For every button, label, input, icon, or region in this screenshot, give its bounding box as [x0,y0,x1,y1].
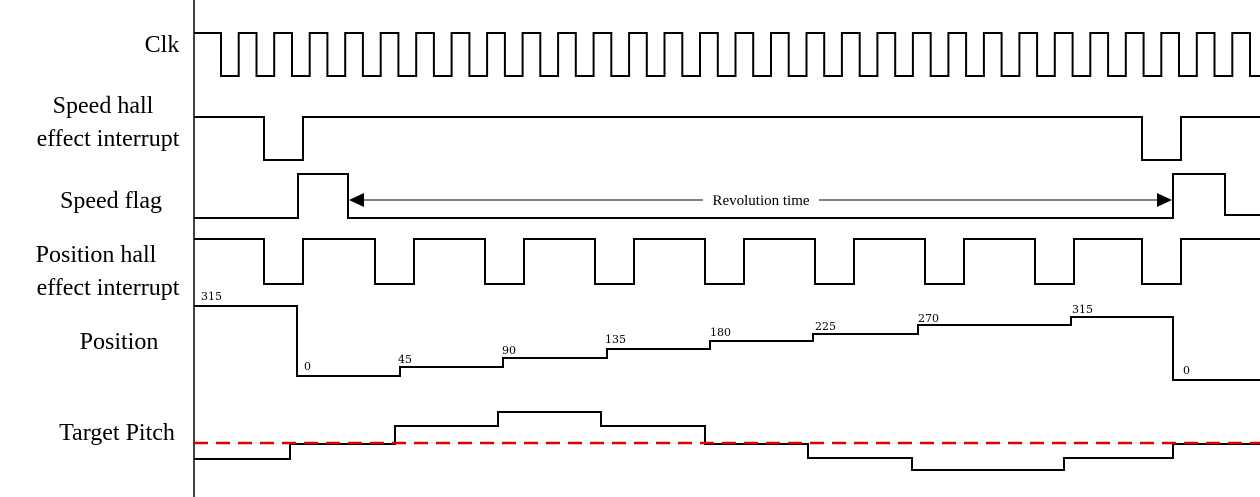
position-value-label: 180 [710,326,731,339]
position-value-label: 270 [918,312,939,325]
position-hall-waveform [194,238,1260,285]
target-pitch-label: Target Pitch [59,420,175,446]
speed-hall-waveform [194,116,1260,161]
revolution-time-label: Revolution time [712,193,809,209]
speed-flag-waveform [194,173,1260,219]
speed-hall-label-line2: effect interrupt [37,126,180,152]
position-label: Position [80,329,159,355]
position-value-label: 135 [605,333,626,346]
position-hall-label-line1: Position hall [36,242,157,268]
speed-hall-label-line1: Speed hall [53,93,154,119]
revolution-time-arrow [349,193,1172,207]
position-value-label: 0 [304,360,311,373]
position-value-label: 0 [1183,364,1190,377]
speed-flag-label: Speed flag [60,188,162,214]
position-value-label: 45 [398,353,412,366]
position-value-label: 90 [502,344,516,357]
position-hall-label-line2: effect interrupt [37,275,180,301]
position-value-label: 225 [815,320,836,333]
position-waveform [194,305,1260,381]
clk-label: Clk [145,32,180,58]
position-value-label: 315 [1072,303,1093,316]
position-value-label: 315 [201,290,222,303]
target-pitch-waveform [194,411,1260,471]
clk-waveform [194,32,1260,77]
